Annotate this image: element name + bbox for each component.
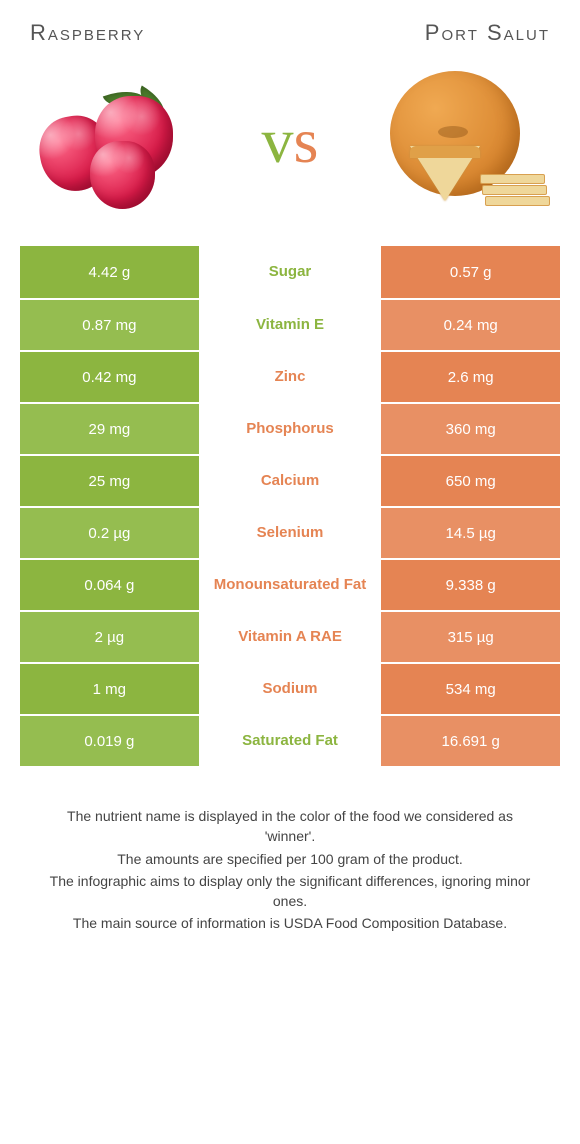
left-value: 2 µg xyxy=(20,610,201,662)
nutrient-row: 25 mgCalcium650 mg xyxy=(20,454,560,506)
left-value: 0.064 g xyxy=(20,558,201,610)
footer-line: The main source of information is USDA F… xyxy=(40,913,540,933)
right-value: 315 µg xyxy=(379,610,560,662)
nutrient-label: Monounsaturated Fat xyxy=(201,558,380,610)
left-value: 0.42 mg xyxy=(20,350,201,402)
footer-line: The infographic aims to display only the… xyxy=(40,871,540,912)
nutrient-row: 0.42 mgZinc2.6 mg xyxy=(20,350,560,402)
nutrient-label: Zinc xyxy=(201,350,380,402)
left-food-title: Raspberry xyxy=(30,20,145,46)
hero-row: vs xyxy=(20,56,560,246)
left-food-image xyxy=(20,66,210,216)
nutrient-label: Selenium xyxy=(201,506,380,558)
right-value: 2.6 mg xyxy=(379,350,560,402)
right-value: 360 mg xyxy=(379,402,560,454)
left-value: 1 mg xyxy=(20,662,201,714)
right-value: 16.691 g xyxy=(379,714,560,766)
nutrient-row: 0.87 mgVitamin E0.24 mg xyxy=(20,298,560,350)
right-value: 0.57 g xyxy=(379,246,560,298)
footer-line: The nutrient name is displayed in the co… xyxy=(40,806,540,847)
right-value: 534 mg xyxy=(379,662,560,714)
nutrient-label: Saturated Fat xyxy=(201,714,380,766)
left-value: 4.42 g xyxy=(20,246,201,298)
nutrient-label: Sodium xyxy=(201,662,380,714)
footer-line: The amounts are specified per 100 gram o… xyxy=(40,849,540,869)
nutrient-row: 29 mgPhosphorus360 mg xyxy=(20,402,560,454)
infographic-container: Raspberry Port Salut vs 4.42 gSugar0.57 … xyxy=(0,0,580,966)
left-value: 29 mg xyxy=(20,402,201,454)
nutrient-label: Calcium xyxy=(201,454,380,506)
nutrient-row: 0.019 gSaturated Fat16.691 g xyxy=(20,714,560,766)
right-food-title: Port Salut xyxy=(425,20,550,46)
left-value: 0.019 g xyxy=(20,714,201,766)
vs-label: vs xyxy=(262,104,319,178)
nutrient-label: Phosphorus xyxy=(201,402,380,454)
left-value: 0.2 µg xyxy=(20,506,201,558)
nutrient-row: 2 µgVitamin A RAE315 µg xyxy=(20,610,560,662)
nutrient-label: Sugar xyxy=(201,246,380,298)
raspberry-icon xyxy=(35,81,195,201)
right-value: 14.5 µg xyxy=(379,506,560,558)
nutrient-table: 4.42 gSugar0.57 g0.87 mgVitamin E0.24 mg… xyxy=(20,246,560,766)
nutrient-row: 4.42 gSugar0.57 g xyxy=(20,246,560,298)
left-value: 25 mg xyxy=(20,454,201,506)
right-value: 0.24 mg xyxy=(379,298,560,350)
right-value: 9.338 g xyxy=(379,558,560,610)
nutrient-label: Vitamin A RAE xyxy=(201,610,380,662)
cheese-icon xyxy=(380,71,550,211)
title-row: Raspberry Port Salut xyxy=(20,0,560,56)
footer-notes: The nutrient name is displayed in the co… xyxy=(20,766,560,934)
right-food-image xyxy=(370,66,560,216)
left-value: 0.87 mg xyxy=(20,298,201,350)
nutrient-row: 0.064 gMonounsaturated Fat9.338 g xyxy=(20,558,560,610)
nutrient-row: 1 mgSodium534 mg xyxy=(20,662,560,714)
nutrient-row: 0.2 µgSelenium14.5 µg xyxy=(20,506,560,558)
right-value: 650 mg xyxy=(379,454,560,506)
nutrient-label: Vitamin E xyxy=(201,298,380,350)
